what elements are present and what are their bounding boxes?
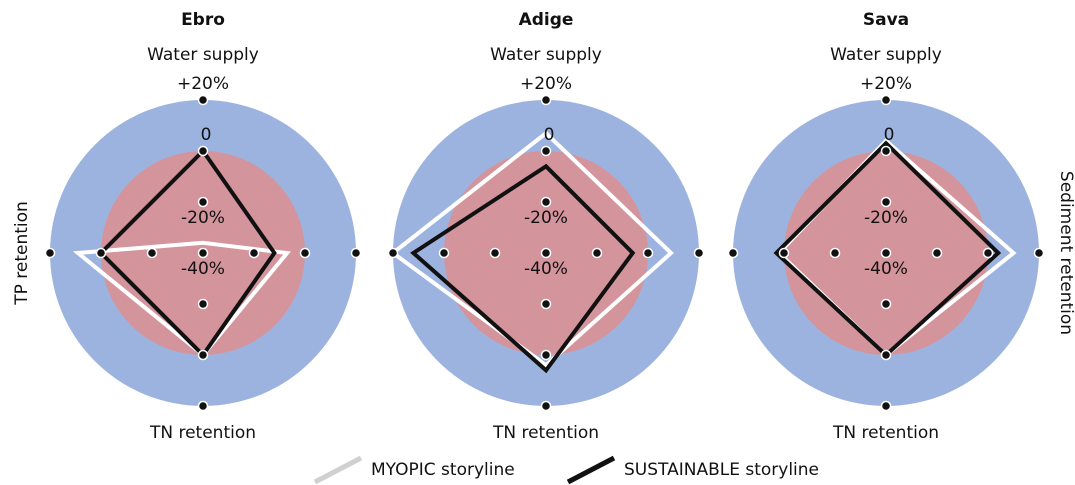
tick-dot <box>248 247 260 259</box>
tick-dot <box>197 145 209 157</box>
legend-swatch-outline <box>313 455 363 485</box>
tick-dot <box>197 349 209 361</box>
tick-label: -40% <box>524 259 568 279</box>
tick-dot <box>44 247 56 259</box>
tick-dot <box>95 247 107 259</box>
tick-dot <box>880 145 892 157</box>
axis-label: Water supply <box>147 45 259 65</box>
tick-dot <box>197 196 209 208</box>
tick-dot <box>1033 247 1045 259</box>
legend-swatch <box>566 455 616 485</box>
legend-label: MYOPIC storyline <box>371 460 515 480</box>
tick-label: 0 <box>884 125 895 145</box>
tick-dot <box>693 247 705 259</box>
tick-dot <box>540 298 552 310</box>
tick-dot <box>350 247 362 259</box>
tick-dot <box>880 400 892 412</box>
tick-label: +20% <box>177 74 229 94</box>
axis-label: TN retention <box>832 423 939 443</box>
tick-dot <box>197 298 209 310</box>
tick-dot <box>540 400 552 412</box>
axis-label: TP retention <box>12 201 32 306</box>
tick-dot <box>299 247 311 259</box>
series-line <box>389 130 674 368</box>
tick-label: -40% <box>181 259 225 279</box>
axis-label: TN retention <box>492 423 599 443</box>
tick-label: 0 <box>544 125 555 145</box>
tick-dot <box>197 94 209 106</box>
tick-dot <box>540 94 552 106</box>
tick-dot <box>931 247 943 259</box>
tick-dot <box>146 247 158 259</box>
legend-label: SUSTAINABLE storyline <box>624 460 819 480</box>
tick-label: -20% <box>181 208 225 228</box>
tick-dot <box>540 196 552 208</box>
chart-title: Adige <box>519 10 574 30</box>
chart-title: Ebro <box>181 10 225 30</box>
tick-dot <box>540 145 552 157</box>
tick-label: -40% <box>864 259 908 279</box>
tick-dot <box>982 247 994 259</box>
tick-dot <box>880 247 892 259</box>
axis-label: Water supply <box>830 45 942 65</box>
tick-dot <box>727 247 739 259</box>
tick-dot <box>642 247 654 259</box>
tick-label: +20% <box>860 74 912 94</box>
tick-label: +20% <box>520 74 572 94</box>
tick-dot <box>489 247 501 259</box>
tick-dot <box>197 400 209 412</box>
tick-label: -20% <box>864 208 908 228</box>
tick-dot <box>540 247 552 259</box>
axis-label: Water supply <box>490 45 602 65</box>
tick-dot <box>880 349 892 361</box>
tick-dot <box>591 247 603 259</box>
tick-label: -20% <box>524 208 568 228</box>
tick-dot <box>829 247 841 259</box>
tick-dot <box>880 94 892 106</box>
chart-title: Sava <box>863 10 909 30</box>
series-line <box>410 163 636 374</box>
tick-dot <box>880 196 892 208</box>
tick-dot <box>540 349 552 361</box>
tick-dot <box>387 247 399 259</box>
tick-dot <box>197 247 209 259</box>
tick-label: 0 <box>201 125 212 145</box>
tick-dot <box>880 298 892 310</box>
axis-label: Sediment retention <box>1056 171 1075 335</box>
tick-dot <box>778 247 790 259</box>
tick-dot <box>438 247 450 259</box>
axis-label: TN retention <box>149 423 256 443</box>
